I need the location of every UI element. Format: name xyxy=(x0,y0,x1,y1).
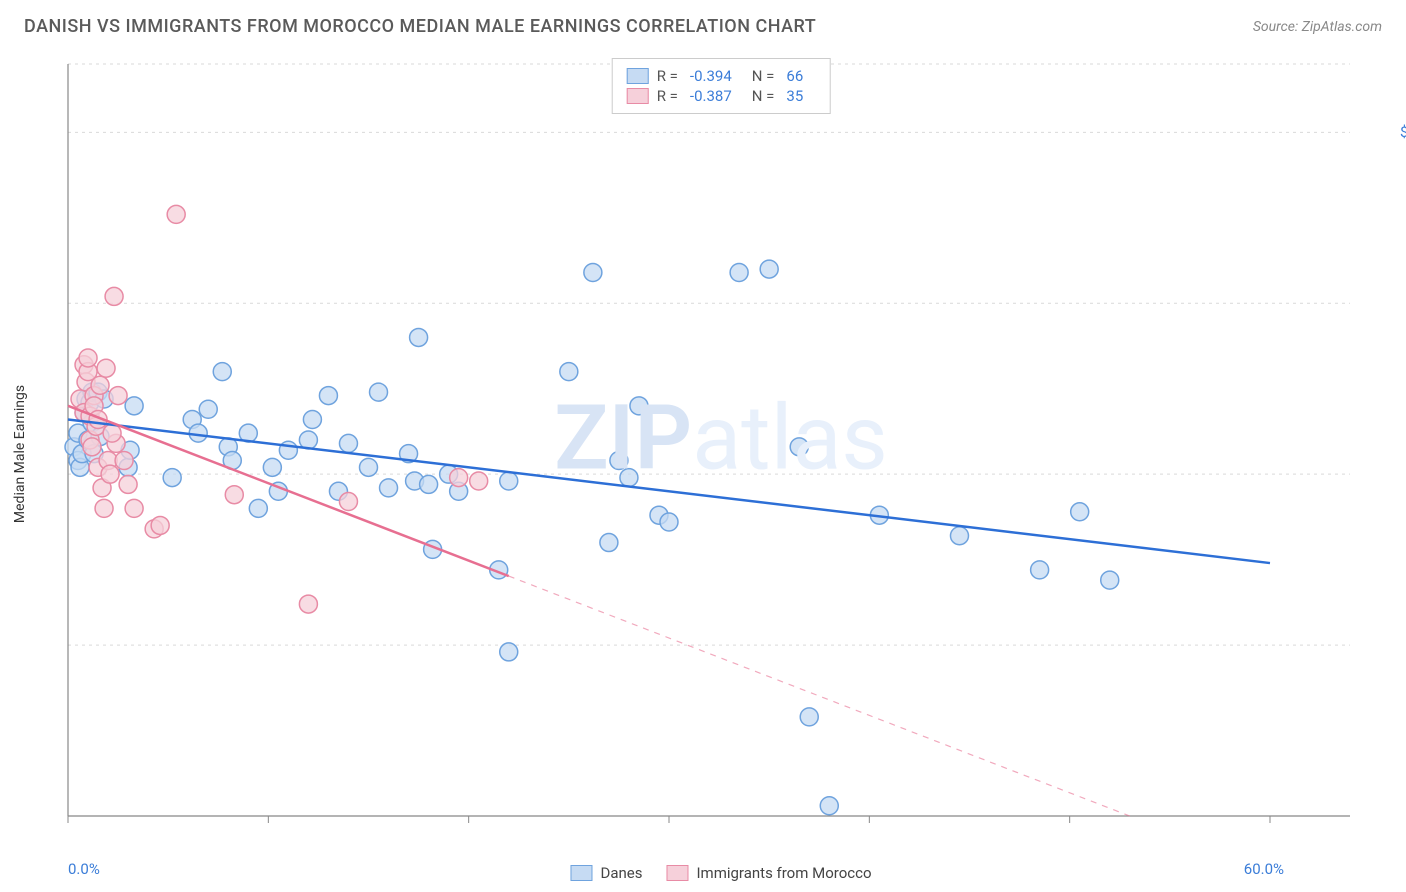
legend-stat-row: R = -0.387 N = 35 xyxy=(627,87,816,105)
stat-n-value: 66 xyxy=(786,67,803,85)
y-axis-label: Median Male Earnings xyxy=(12,385,28,523)
legend-series-label: Immigrants from Morocco xyxy=(696,864,871,882)
chart-source: Source: ZipAtlas.com xyxy=(1253,19,1382,35)
chart-header: DANISH VS IMMIGRANTS FROM MOROCCO MEDIAN… xyxy=(0,0,1406,45)
x-axis-max-label: 60.0% xyxy=(1244,860,1284,878)
stat-n-label: N = xyxy=(752,87,775,105)
legend-series-item: Danes xyxy=(570,864,642,882)
correlation-chart xyxy=(60,56,1360,836)
chart-title: DANISH VS IMMIGRANTS FROM MOROCCO MEDIAN… xyxy=(24,16,816,37)
legend-swatch xyxy=(666,865,688,881)
legend-stat-row: R = -0.394 N = 66 xyxy=(627,67,816,85)
legend-series-item: Immigrants from Morocco xyxy=(666,864,871,882)
stat-r-value: -0.387 xyxy=(690,87,732,105)
legend-swatch xyxy=(570,865,592,881)
legend-stats: R = -0.394 N = 66 R = -0.387 N = 35 xyxy=(612,58,831,114)
stat-r-label: R = xyxy=(657,67,678,85)
stat-r-value: -0.394 xyxy=(690,67,732,85)
stat-n-label: N = xyxy=(752,67,775,85)
legend-swatch xyxy=(627,68,649,84)
chart-container: Median Male Earnings ZIPatlas R =-0.394 … xyxy=(60,56,1382,852)
legend-series: Danes Immigrants from Morocco xyxy=(570,864,871,882)
x-axis-min-label: 0.0% xyxy=(68,860,100,878)
stat-n-value: 35 xyxy=(786,87,803,105)
legend-swatch xyxy=(627,88,649,104)
stat-r-label: R = xyxy=(657,87,678,105)
y-tick-label: $100,000 xyxy=(1400,123,1406,141)
legend-series-label: Danes xyxy=(600,864,642,882)
